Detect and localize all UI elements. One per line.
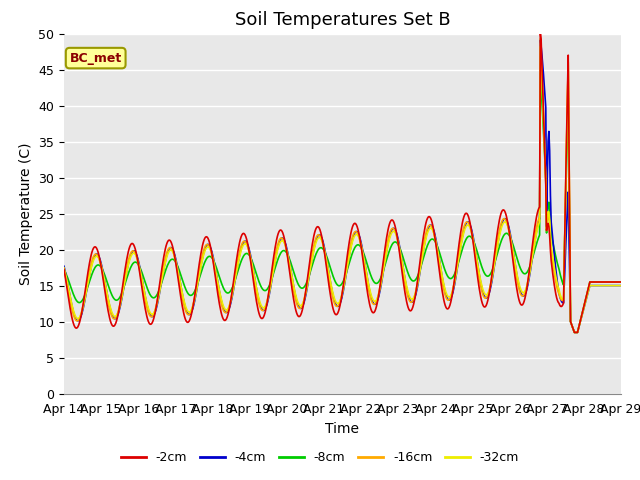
Title: Soil Temperatures Set B: Soil Temperatures Set B	[235, 11, 450, 29]
X-axis label: Time: Time	[325, 422, 360, 436]
Text: BC_met: BC_met	[70, 51, 122, 65]
Y-axis label: Soil Temperature (C): Soil Temperature (C)	[19, 143, 33, 285]
Legend: -2cm, -4cm, -8cm, -16cm, -32cm: -2cm, -4cm, -8cm, -16cm, -32cm	[116, 446, 524, 469]
